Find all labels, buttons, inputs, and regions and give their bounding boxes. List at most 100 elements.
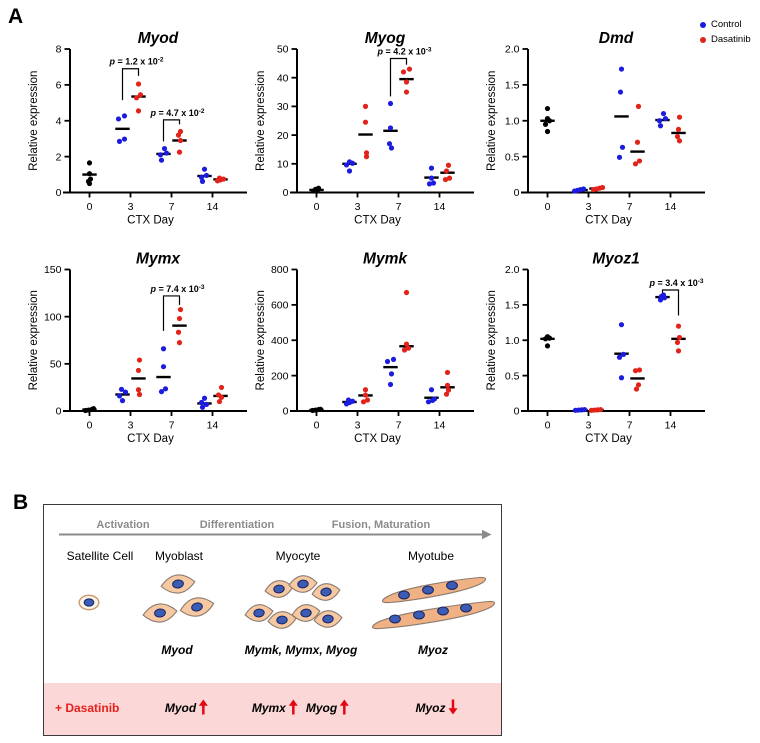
phase-label-activation: Activation	[96, 519, 150, 531]
significance-bracket	[661, 289, 680, 316]
dasatinib-dot	[444, 382, 451, 388]
y-tick-label: 0	[56, 187, 62, 199]
control-dot	[157, 152, 164, 158]
control-dot	[203, 172, 210, 179]
dasatinib-dot	[177, 128, 184, 135]
dasatinib-dot	[176, 340, 183, 346]
dasatinib-dot	[403, 289, 410, 296]
control-dot	[619, 144, 626, 150]
x-tick-label: 14	[207, 201, 219, 213]
control-dot	[428, 175, 435, 181]
dasatinib-dot	[363, 150, 370, 156]
x-tick-label: 0	[87, 420, 93, 432]
dasatinib-dot	[443, 391, 450, 397]
dasatinib-dot	[175, 329, 182, 335]
control-dot	[160, 346, 167, 352]
control-dot	[201, 395, 208, 401]
x-tick-label: 7	[627, 420, 633, 432]
panel-a-charts-svg: 0 2 4 6 8 0 3 7 14 CTX Day Relative expression Myod…	[28, 30, 705, 445]
control-dot	[387, 100, 394, 107]
dasatinib-dot	[362, 103, 369, 109]
p-value-label: p = 4.2 x 10-3	[376, 46, 431, 56]
stage-label-myocyte: Myocyte	[275, 549, 321, 563]
progression-arrow	[59, 529, 492, 540]
baseline-dot	[544, 343, 551, 349]
dasatinib-dot	[400, 69, 407, 75]
control-dot	[115, 116, 122, 122]
satellite-cell-icon	[78, 594, 100, 611]
control-dot	[203, 401, 210, 407]
control-dot	[345, 397, 352, 403]
control-dot	[198, 399, 205, 406]
dasatinib-dot	[675, 126, 682, 132]
control-dot	[162, 386, 169, 392]
y-tick-label: 20	[277, 130, 289, 142]
chart-myod: 0 2 4 6 8 0 3 7 14 CTX Day Relative expression Myod…	[28, 30, 247, 227]
myotube-cells-icon	[371, 576, 496, 630]
control-dot	[662, 115, 669, 122]
x-tick-label: 3	[128, 420, 134, 432]
effect-myoz-down: Myoz	[416, 699, 459, 715]
baseline-dot	[317, 406, 324, 412]
y-tick-label: 600	[271, 300, 289, 312]
x-tick-label: 7	[169, 201, 175, 213]
dasatinib-dot	[635, 382, 642, 388]
dasatinib-dot	[133, 95, 140, 101]
x-axis-title: CTX Day	[354, 215, 401, 227]
chart-title: Dmd	[599, 30, 634, 47]
dasatinib-dot	[216, 175, 223, 181]
x-tick-label: 0	[545, 201, 551, 213]
x-tick-label: 3	[586, 420, 592, 432]
chart-mymx: 0 50 100 150 0 3 7 14 CTX Day Relative expression…	[28, 251, 247, 445]
arrowhead-icon	[482, 529, 492, 540]
x-axis-title: CTX Day	[127, 215, 174, 227]
control-dot	[198, 174, 205, 180]
dasatinib-dot	[674, 339, 681, 345]
control-dot	[618, 322, 625, 328]
dasatinib-dot	[362, 392, 369, 398]
control-dot	[116, 393, 123, 399]
significance-bracket	[162, 295, 181, 331]
x-tick-label: 0	[314, 420, 320, 432]
dasatinib-dot	[135, 81, 142, 87]
dasatinib-dot	[442, 176, 449, 183]
myoblast-cells-icon	[142, 574, 215, 623]
baseline-dot	[86, 160, 93, 166]
x-tick-label: 0	[314, 201, 320, 213]
dasatinib-dot	[137, 92, 144, 98]
dasatinib-dot	[215, 392, 222, 398]
stage-label-myotube: Myotube	[407, 549, 455, 563]
y-axis-title: Relative expression	[255, 290, 267, 390]
x-tick-label: 0	[545, 420, 551, 432]
y-tick-label: 4	[56, 115, 62, 127]
phase-label-fusion-maturation: Fusion, Maturation	[331, 519, 431, 531]
y-tick-label: 0.5	[505, 370, 520, 382]
dasatinib-dot	[597, 406, 604, 413]
control-dot	[158, 389, 165, 395]
x-tick-label: 3	[128, 201, 134, 213]
control-dot	[387, 381, 394, 388]
down-arrow-icon	[448, 699, 459, 715]
dasatinib-dot	[632, 368, 639, 374]
control-dot	[616, 154, 623, 160]
dasatinib-dot	[599, 184, 606, 191]
x-tick-label: 14	[665, 201, 677, 213]
dasatinib-dot	[444, 369, 451, 376]
y-tick-label: 400	[271, 335, 289, 347]
significance-bracket	[162, 119, 181, 142]
dasatinib-dot	[403, 341, 410, 347]
y-tick-label: 40	[277, 72, 289, 84]
x-tick-label: 3	[586, 201, 592, 213]
baseline-dot	[542, 121, 549, 127]
diagram-graphics	[59, 529, 496, 630]
x-tick-label: 14	[434, 201, 446, 213]
control-dot	[426, 181, 433, 187]
control-dot-icon	[700, 21, 706, 28]
differentiation-diagram: Activation Differentiation Fusion, Matur…	[43, 504, 502, 736]
panel-b-label: B	[13, 491, 29, 514]
y-tick-label: 8	[56, 44, 62, 56]
control-dot	[660, 292, 667, 298]
y-tick-label: 10	[277, 159, 289, 171]
y-tick-label: 30	[277, 101, 289, 113]
y-tick-label: 1.0	[505, 115, 520, 127]
